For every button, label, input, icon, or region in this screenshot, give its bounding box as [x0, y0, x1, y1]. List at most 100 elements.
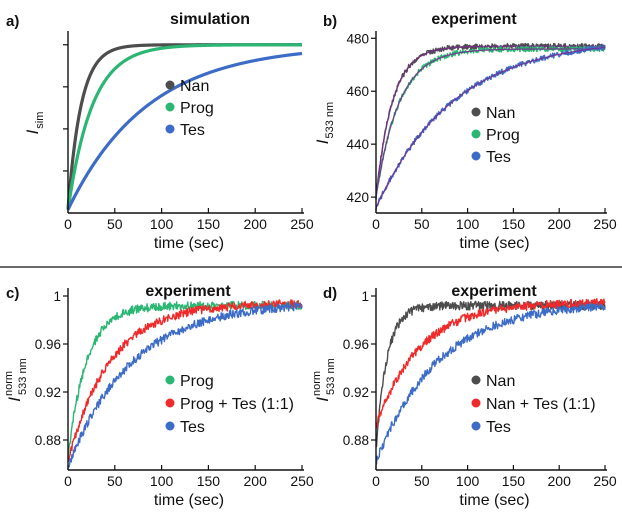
legend-marker [165, 124, 175, 134]
x-tick-label: 100 [456, 473, 480, 489]
x-tick-label: 250 [593, 473, 617, 489]
x-tick-label: 200 [244, 473, 268, 489]
x-tick-label: 0 [372, 216, 380, 232]
legend: Nan Prog Tes [165, 78, 214, 139]
series-group [66, 43, 304, 211]
x-axis-label: time (sec) [154, 492, 224, 509]
x-tick-label: 150 [502, 473, 526, 489]
y-tick-label: 420 [346, 190, 369, 205]
y-axis-label-main: I [5, 397, 24, 402]
series-group [67, 299, 303, 468]
x-tick-label: 150 [197, 473, 221, 489]
legend-marker [471, 129, 481, 139]
y-tick-label: 440 [346, 137, 369, 152]
y-axis-label: Inorm 533 nm [311, 358, 337, 402]
series-line-tes [375, 302, 606, 465]
legend-marker [165, 80, 175, 90]
chart-title: simulation [170, 11, 250, 28]
y-axis-label-sub: 533 nm [324, 102, 336, 139]
y-axis-label-sup: norm [311, 371, 323, 396]
y-axis-label-main: I [23, 129, 42, 134]
y-axis-label: Isim [23, 112, 46, 135]
legend-marker [471, 375, 481, 385]
legend-label: Tes [180, 122, 205, 139]
panel-label: c) [6, 285, 19, 302]
legend-label: Nan [486, 105, 515, 122]
legend: Prog Prog + Tes (1:1) Tes [165, 373, 294, 436]
chart-title: experiment [451, 283, 537, 300]
x-tick-label: 200 [244, 216, 268, 232]
x-tick-label: 250 [290, 473, 314, 489]
legend-marker [165, 375, 175, 385]
panel-label: a) [6, 13, 19, 30]
x-tick-label: 50 [414, 216, 430, 232]
fit-curve [375, 48, 605, 198]
fit-curve [375, 46, 606, 208]
y-tick-label: 0.96 [343, 337, 369, 352]
series-line-prog [66, 43, 304, 210]
x-axis-label: time (sec) [459, 235, 529, 252]
y-axis-label-sub: sim [34, 112, 46, 129]
legend-marker [165, 398, 175, 408]
legend-marker [165, 421, 175, 431]
y-tick-label: 1 [53, 289, 61, 304]
x-tick-label: 250 [290, 216, 314, 232]
chart-title: experiment [145, 283, 231, 300]
series-line-tes [375, 44, 606, 210]
series-line-tes [67, 302, 303, 468]
x-axis-label: time (sec) [459, 492, 529, 509]
legend-label: Nan [180, 78, 209, 95]
x-tick-label: 50 [107, 216, 123, 232]
x-tick-label: 150 [197, 216, 221, 232]
fit-curve [375, 45, 605, 198]
y-tick-label: 0.92 [35, 385, 61, 400]
legend-marker [471, 421, 481, 431]
x-tick-label: 0 [372, 473, 380, 489]
series-group [375, 298, 606, 465]
legend-label: Tes [486, 149, 511, 166]
y-tick-label: 460 [346, 84, 369, 99]
series-line-tes [66, 51, 304, 211]
legend-label: Nan + Tes (1:1) [486, 396, 596, 413]
panel-d: d) experiment 0 50 100 150 200 250 time (sec) 0.8… [311, 283, 617, 509]
legend-marker [471, 398, 481, 408]
legend: Nan Nan + Tes (1:1) Tes [471, 373, 596, 436]
legend-marker [165, 102, 175, 112]
x-tick-label: 100 [150, 216, 174, 232]
y-tick-label: 0.92 [343, 385, 369, 400]
y-tick-label: 0.96 [35, 337, 61, 352]
legend-label: Tes [180, 419, 205, 436]
chart-title: experiment [431, 11, 517, 28]
y-axis-label-sub: 533 nm [17, 358, 29, 395]
x-tick-label: 200 [548, 216, 572, 232]
x-tick-label: 0 [64, 216, 72, 232]
series-line-prog [375, 45, 606, 200]
legend-marker [471, 107, 481, 117]
legend: Nan Prog Tes [471, 105, 520, 166]
legend-label: Prog [180, 373, 214, 390]
y-tick-label: 0.88 [343, 433, 369, 448]
panel-label: b) [323, 13, 337, 30]
x-tick-label: 250 [593, 216, 617, 232]
y-axis-label-sub: 533 nm [325, 358, 337, 395]
x-tick-label: 100 [456, 216, 480, 232]
y-tick-label: 0.88 [35, 433, 61, 448]
x-tick-label: 50 [414, 473, 430, 489]
y-tick-label: 480 [346, 31, 369, 46]
y-axis-label: I533 nm [313, 102, 336, 144]
y-axis-label-main: I [313, 397, 332, 402]
legend-label: Prog + Tes (1:1) [180, 396, 294, 413]
panel-label: d) [323, 285, 337, 302]
y-axis-label-sup: norm [3, 371, 15, 396]
series-group [375, 42, 606, 210]
x-tick-label: 0 [64, 473, 72, 489]
legend-label: Tes [486, 419, 511, 436]
x-tick-label: 150 [502, 216, 526, 232]
x-tick-label: 200 [548, 473, 572, 489]
y-axis-label-main: I [313, 139, 332, 144]
y-axis-label: Inorm 533 nm [3, 358, 29, 402]
legend-label: Nan [486, 373, 515, 390]
legend-marker [471, 151, 481, 161]
series-line-nan-tes-1-1- [375, 298, 606, 429]
